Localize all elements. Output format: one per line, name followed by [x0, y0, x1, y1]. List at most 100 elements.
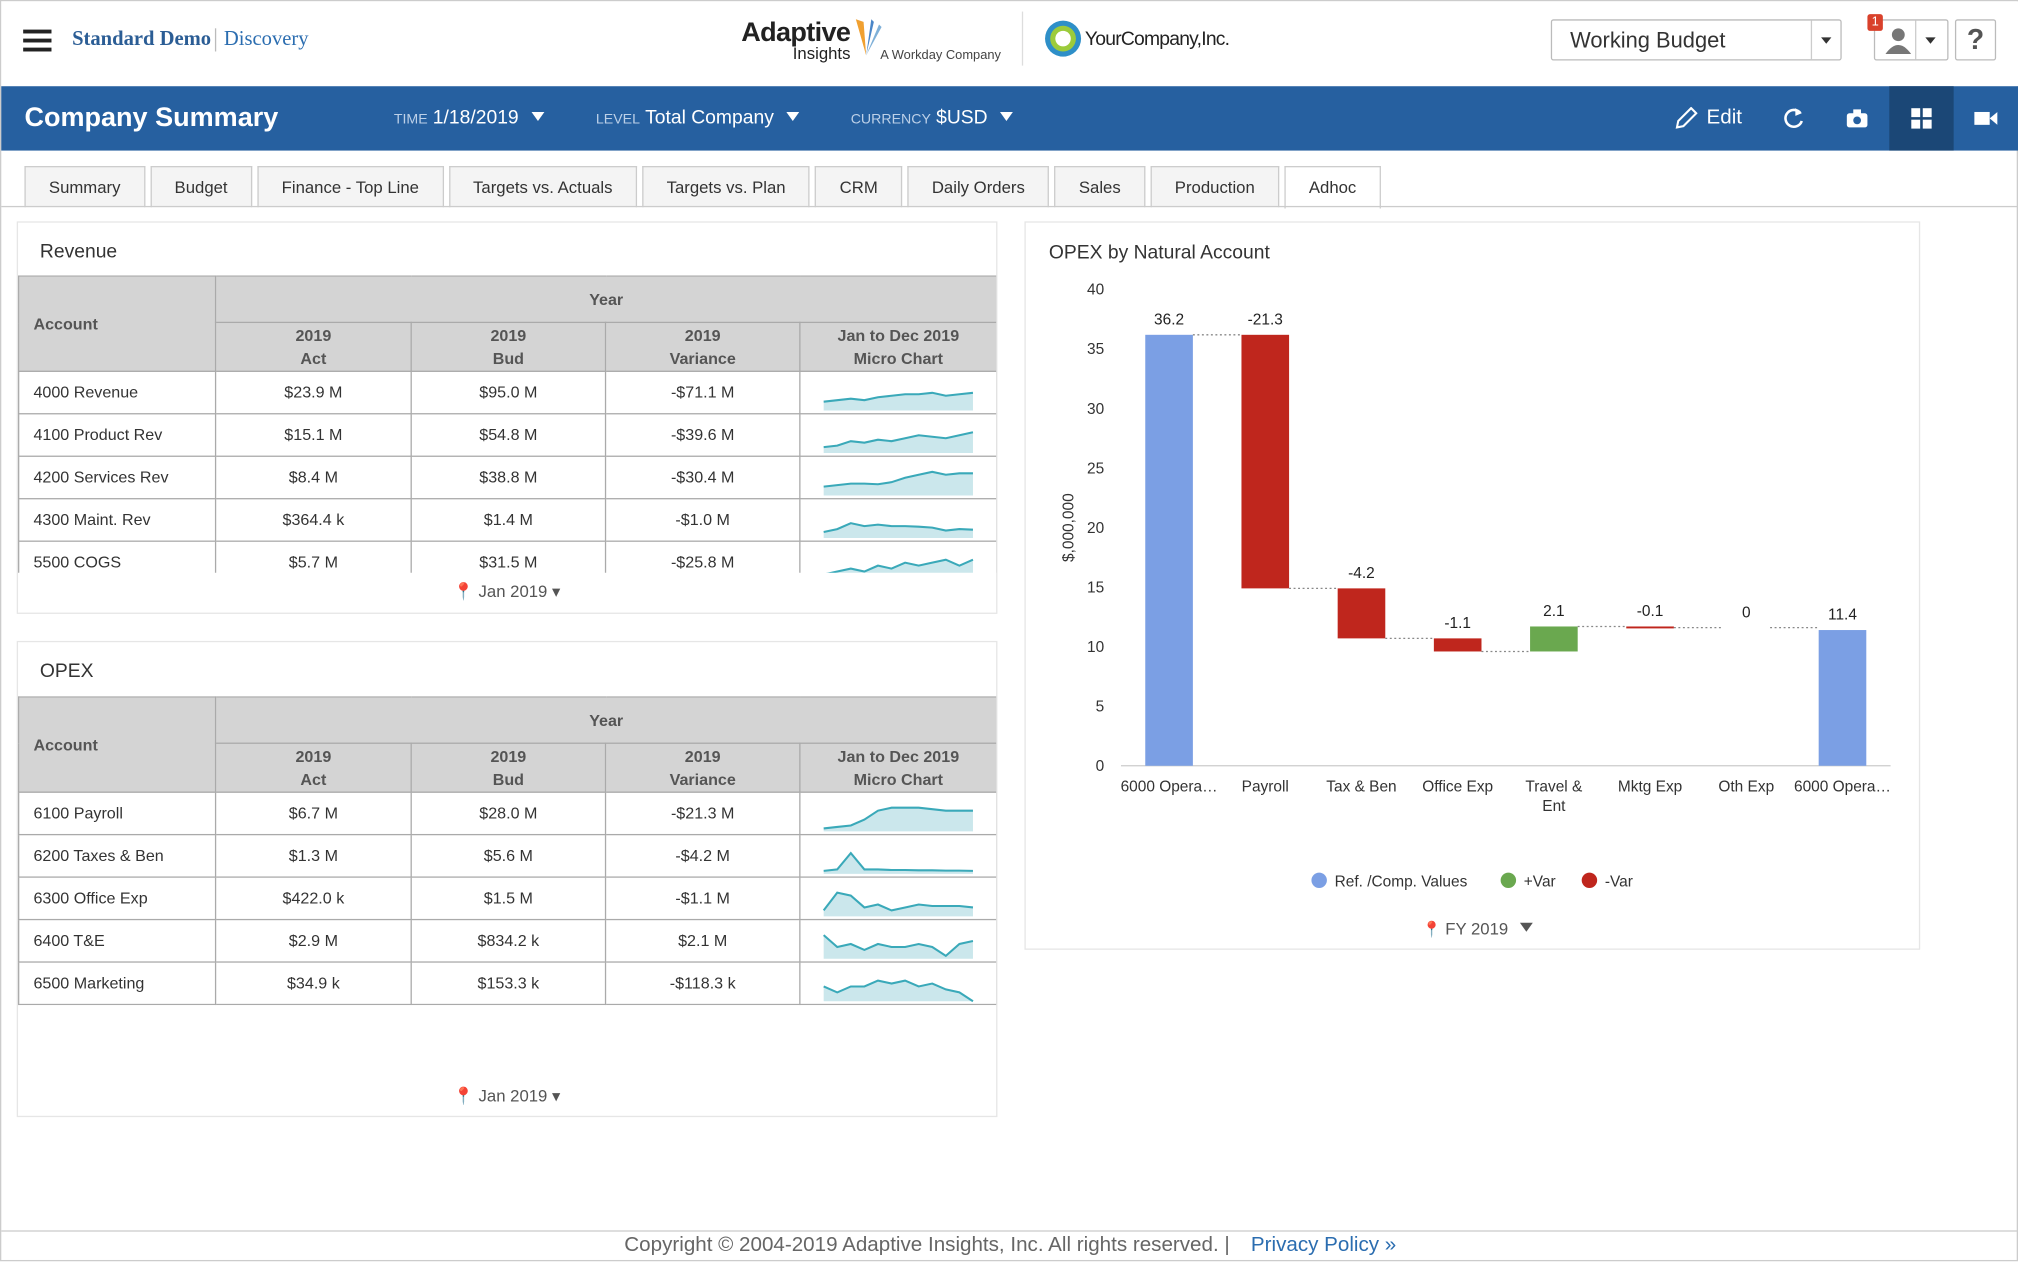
tab[interactable]: Budget	[150, 166, 253, 208]
variance-cell: -$1.0 M	[604, 498, 801, 542]
bar	[1145, 334, 1193, 766]
module[interactable]: Discovery	[223, 28, 309, 51]
data-label: 0	[1742, 604, 1751, 621]
bud-cell: $153.3 k	[410, 961, 607, 1006]
act-cell: $6.7 M	[214, 791, 412, 836]
sparkline-area	[823, 807, 973, 831]
header-top: 2019	[295, 747, 332, 766]
period-picker[interactable]: 📍 Jan 2019 ▾	[453, 581, 561, 602]
bud-cell: $1.5 M	[410, 876, 607, 921]
y-tick-label: 40	[1087, 282, 1104, 299]
x-tick-label: Tax & Ben	[1326, 778, 1396, 795]
header-cell: Jan to Dec 2019 Micro Chart	[799, 742, 997, 793]
y-axis-title: $,000,000	[1060, 493, 1077, 562]
x-tick-label: Travel & Ent	[1525, 778, 1583, 814]
tab[interactable]: Targets vs. Actuals	[448, 166, 637, 208]
legend-swatch	[1311, 872, 1327, 889]
period-picker[interactable]: 📍	[1422, 920, 1441, 938]
tab[interactable]: Adhoc	[1284, 166, 1381, 209]
variance-cell: -$71.1 M	[604, 370, 801, 415]
sparkline-line	[823, 470, 973, 487]
period: Jan 2019	[478, 581, 548, 602]
sparkline-area	[823, 471, 973, 495]
user-menu[interactable]	[1873, 19, 1949, 61]
header-row: 2019 Act 2019 Bud 2019 Variance Jan to Dec 201…	[19, 321, 997, 372]
header-top: 2019	[490, 747, 527, 766]
tab[interactable]: Summary	[24, 166, 145, 208]
table: Account Year 2019 Act 2019 Bud 2019 Variance Jan…	[18, 275, 997, 573]
filter[interactable]: CURRENCY $USD	[851, 107, 1014, 129]
budget-select[interactable]: Working Budget	[1550, 19, 1842, 61]
tab[interactable]: Sales	[1054, 166, 1146, 208]
sparkline	[823, 933, 974, 959]
menu-button[interactable]	[23, 24, 52, 56]
help-button[interactable]: ?	[1954, 19, 1997, 61]
y-tick-label: 30	[1087, 401, 1104, 418]
logo-tag: A Workday Company	[880, 48, 1001, 64]
sparkline-area	[823, 392, 973, 410]
header-bottom: Bud	[492, 349, 525, 368]
sparkline-line	[823, 430, 974, 448]
variance-cell: -$4.2 M	[604, 833, 801, 878]
refresh-button[interactable]	[1782, 107, 1805, 130]
bud-cell: $54.8 M	[410, 413, 607, 457]
bud-cell: $1.4 M	[410, 498, 607, 542]
table-row: 5500 COGS $5.7 M $31.5 M -$25.8 M	[18, 540, 997, 573]
layout-button[interactable]	[1889, 86, 1954, 151]
account-cell: 6400 T&E	[18, 918, 217, 963]
period: FY 2019	[1445, 919, 1508, 938]
legend-label: Ref. /Comp. Values	[1335, 874, 1468, 891]
y-tick-label: 15	[1087, 579, 1104, 596]
filter-label: TIME	[393, 111, 428, 128]
notification-badge[interactable]: 1	[1867, 14, 1883, 31]
table-row: 6100 Payroll $6.7 M $28.0 M -$21.3 M	[18, 791, 997, 836]
header-top: Jan to Dec 2019	[837, 326, 960, 345]
account-cell: 6300 Office Exp	[18, 876, 217, 921]
bar	[1241, 334, 1290, 589]
dropdown-arrow	[1000, 111, 1014, 127]
microchart-cell	[799, 540, 997, 573]
tab[interactable]: Production	[1150, 166, 1280, 208]
video-button[interactable]	[1974, 109, 1998, 127]
edit-button[interactable]: Edit	[1706, 106, 1743, 129]
tab[interactable]: Targets vs. Plan	[642, 166, 811, 208]
sparkline	[823, 850, 974, 874]
variance-cell: -$39.6 M	[604, 413, 801, 457]
sparkline-line	[822, 890, 974, 911]
act-cell: $5.7 M	[214, 540, 412, 573]
period-picker[interactable]: 📍 Jan 2019 ▾	[453, 1086, 561, 1106]
filter[interactable]: TIME 1/18/2019	[394, 107, 545, 129]
header-cell: 2019 Act	[214, 321, 412, 372]
y-tick-label: 20	[1087, 520, 1104, 537]
tab[interactable]: CRM	[815, 166, 903, 208]
filter[interactable]: LEVEL Total Company	[596, 107, 800, 129]
x-tick-label: 6000 Opera…	[1794, 778, 1891, 795]
x-tick-label: Mktg Exp	[1618, 778, 1682, 795]
sparkline	[823, 978, 974, 1002]
y-tick-label: 35	[1087, 341, 1104, 358]
header-top: 2019	[490, 326, 527, 345]
variance-cell: -$1.1 M	[604, 876, 801, 921]
microchart-cell	[799, 961, 997, 1006]
variance-cell: -$118.3 k	[604, 961, 801, 1006]
act-cell: $2.9 M	[214, 918, 412, 963]
page-title: Company Summary	[24, 102, 279, 133]
bud-cell: $5.6 M	[410, 833, 607, 878]
account-cell: 4200 Services Rev	[18, 455, 217, 500]
microchart-cell	[799, 876, 997, 921]
tab[interactable]: Daily Orders	[907, 166, 1050, 208]
tab[interactable]: Finance - Top Line	[257, 166, 444, 208]
account-cell: 6200 Taxes & Ben	[18, 833, 217, 878]
dropdown-arrow	[531, 111, 545, 127]
variance-cell: $2.1 M	[604, 918, 801, 963]
sparkline	[823, 521, 974, 538]
sparkline-line	[823, 978, 974, 1002]
filter-value: 1/18/2019	[432, 106, 519, 129]
header-cell: Account	[18, 696, 217, 793]
account-cell: 6500 Marketing	[18, 961, 217, 1006]
table-row: 4000 Revenue $23.9 M $95.0 M -$71.1 M	[18, 370, 997, 415]
privacy-link[interactable]: Privacy Policy »	[1250, 1234, 1397, 1257]
microchart-cell	[799, 833, 997, 878]
snapshot-button[interactable]	[1846, 108, 1869, 129]
